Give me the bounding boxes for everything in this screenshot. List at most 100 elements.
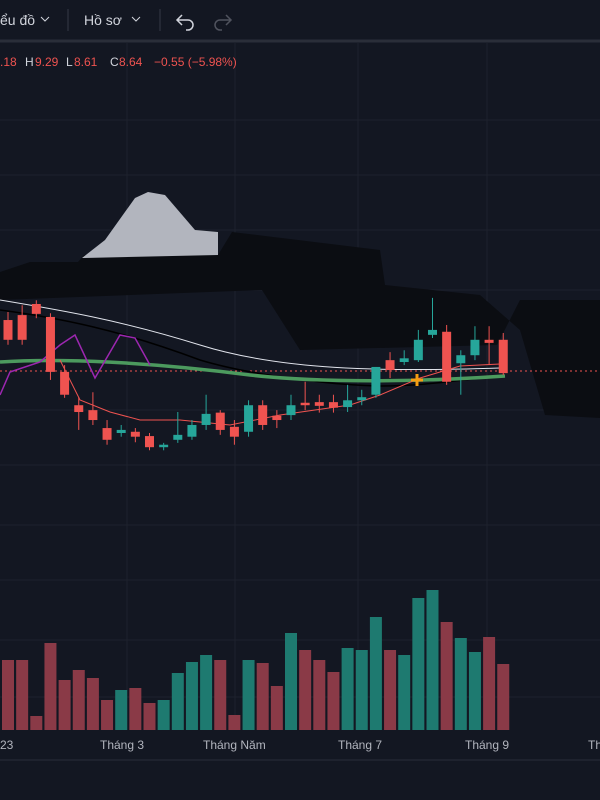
profile-menu[interactable]: Hồ sơ xyxy=(84,12,122,28)
oscillator-line xyxy=(0,333,151,396)
candle-body xyxy=(45,316,55,372)
legend-open: .18 xyxy=(0,55,17,69)
candle-body xyxy=(428,329,437,335)
candle-body xyxy=(17,315,27,340)
volume-bar xyxy=(72,670,85,730)
candle-body xyxy=(102,428,112,440)
chevron xyxy=(131,16,141,22)
volume-bar xyxy=(228,715,241,730)
volume-bar xyxy=(285,633,297,730)
volume-bar xyxy=(426,590,439,730)
volume-bar xyxy=(313,660,326,730)
legend-low: 8.61 xyxy=(74,55,98,69)
candle-body xyxy=(357,397,367,401)
candle-body xyxy=(442,331,452,382)
candle-body xyxy=(385,360,395,371)
candle-body xyxy=(498,339,508,374)
volume-bar xyxy=(44,643,57,730)
candle-body xyxy=(484,339,494,343)
volume-bar xyxy=(497,664,510,730)
volume xyxy=(2,590,510,730)
volume-bar xyxy=(214,660,227,730)
volume-bar xyxy=(483,637,496,730)
volume-bar xyxy=(398,655,411,730)
volume-bar xyxy=(129,688,142,730)
candle-body xyxy=(272,415,282,421)
candle-body xyxy=(201,413,211,425)
grid xyxy=(0,42,600,730)
chevron xyxy=(40,16,50,22)
volume-bar xyxy=(101,700,114,730)
ma-line xyxy=(59,359,501,426)
volume-bar xyxy=(30,716,43,730)
legend-close: 8.64 xyxy=(119,55,143,69)
candle-body xyxy=(31,303,41,314)
x-label: Tháng 7 xyxy=(338,738,382,752)
volume-bar xyxy=(58,680,71,730)
ohlc-legend: .18 H 9.29 L 8.61 C 8.64 −0.55 (−5.98%) xyxy=(0,55,237,69)
candle-body xyxy=(328,402,338,408)
volume-bar xyxy=(355,650,368,730)
legend-high: 9.29 xyxy=(35,55,59,69)
volume-bar xyxy=(185,662,198,730)
candle-body xyxy=(229,426,239,437)
legend-change: −0.55 (−5.98%) xyxy=(154,55,237,69)
candle-body xyxy=(371,366,381,395)
volume-bar xyxy=(369,617,382,730)
x-label: Tháng Năm xyxy=(203,738,266,752)
volume-bar xyxy=(115,690,128,730)
volume-bar xyxy=(157,700,170,730)
candle-body xyxy=(300,402,310,406)
ma-line xyxy=(0,299,501,371)
legend-key: H xyxy=(25,55,34,69)
toolbar xyxy=(0,0,600,40)
candle-body xyxy=(116,429,126,433)
candle-body xyxy=(314,402,324,406)
redo-button[interactable] xyxy=(214,14,233,31)
signal-marker xyxy=(411,374,423,386)
volume-bar xyxy=(242,660,255,730)
volume-bar xyxy=(454,638,467,730)
ma-line xyxy=(0,309,506,387)
candle-body xyxy=(456,355,466,364)
undo-button[interactable] xyxy=(175,14,194,31)
chart-menu[interactable]: ểu đồ xyxy=(0,12,35,28)
candle-body xyxy=(286,405,296,416)
candles xyxy=(3,297,508,451)
candle-body xyxy=(343,400,353,408)
candle-body xyxy=(88,410,98,421)
candle-body xyxy=(145,436,154,448)
candle-body xyxy=(130,431,140,437)
candle-body xyxy=(470,339,480,356)
volume-bar xyxy=(143,703,156,730)
volume-bar xyxy=(86,678,99,730)
time-axis: 23 Tháng 3 Tháng Năm Tháng 7 Tháng 9 Th xyxy=(0,738,600,752)
volume-bar xyxy=(299,650,312,730)
volume-bar xyxy=(200,655,213,730)
candle-body xyxy=(60,371,70,395)
candle-body xyxy=(159,444,169,448)
volume-bar xyxy=(16,660,29,730)
x-label: 23 xyxy=(0,738,14,752)
candle-body xyxy=(399,358,409,363)
volume-bar xyxy=(256,663,269,730)
volume-bar xyxy=(171,673,184,730)
x-label: Tháng 3 xyxy=(100,738,144,752)
x-label: Th xyxy=(588,738,600,752)
cloud-bullish xyxy=(82,192,218,258)
candle-body xyxy=(3,320,13,340)
candle-body xyxy=(258,405,268,425)
volume-bar xyxy=(468,652,481,730)
candle-body xyxy=(173,434,183,440)
volume-bar xyxy=(412,598,425,730)
volume-bar xyxy=(440,622,453,730)
candle-body xyxy=(244,405,254,432)
volume-bar xyxy=(270,686,283,730)
legend-key: C xyxy=(110,55,119,69)
candle-body xyxy=(215,412,225,430)
candle-body xyxy=(413,339,423,361)
x-label: Tháng 9 xyxy=(465,738,509,752)
volume-bar xyxy=(2,660,14,730)
